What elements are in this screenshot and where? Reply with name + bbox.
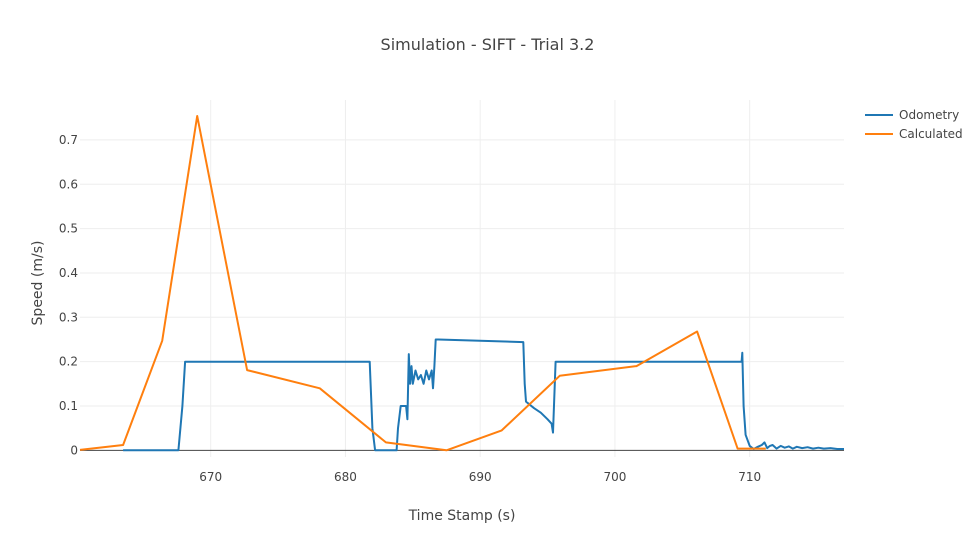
grid [80, 100, 844, 457]
x-tick-label: 690 [469, 470, 492, 484]
y-axis-title: Speed (m/s) [30, 241, 46, 326]
x-tick-label: 700 [603, 470, 626, 484]
series-line-odometry [123, 338, 844, 452]
series-line-calculated [79, 115, 766, 452]
legend-item-odometry[interactable]: Odometry [865, 108, 959, 122]
y-tick-label: 0 [70, 443, 78, 457]
chart-title: Simulation - SIFT - Trial 3.2 [381, 35, 595, 54]
y-tick-label: 0.3 [59, 310, 78, 324]
x-axis-title: Time Stamp (s) [408, 508, 516, 524]
y-tick-label: 0.2 [59, 355, 78, 369]
legend[interactable]: Odometry Calculated [865, 108, 963, 141]
plot-area [79, 115, 844, 452]
y-tick-label: 0.1 [59, 399, 78, 413]
x-tick-label: 670 [199, 470, 222, 484]
legend-item-calculated[interactable]: Calculated [865, 127, 963, 141]
y-tick-label: 0.4 [59, 266, 78, 280]
x-tick-label: 710 [738, 470, 761, 484]
legend-label: Calculated [899, 127, 963, 141]
x-tick-label: 680 [334, 470, 357, 484]
tick-labels: 670 680 690 700 710 0 0.1 0.2 0.3 0.4 0.5 0.6 0.7 [59, 133, 761, 484]
y-tick-label: 0.7 [59, 133, 78, 147]
legend-label: Odometry [899, 108, 959, 122]
y-tick-label: 0.6 [59, 177, 78, 191]
y-tick-label: 0.5 [59, 222, 78, 236]
